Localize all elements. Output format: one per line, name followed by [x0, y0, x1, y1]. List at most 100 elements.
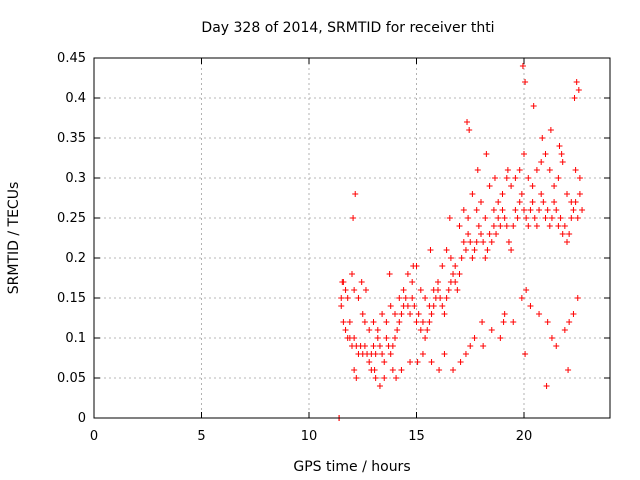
data-point — [350, 215, 357, 221]
data-point — [490, 207, 497, 213]
data-point — [570, 207, 577, 213]
data-point — [370, 343, 377, 349]
data-point — [559, 159, 566, 165]
data-point — [543, 383, 550, 389]
data-point — [392, 311, 398, 317]
data-point — [389, 367, 396, 373]
data-point — [400, 287, 407, 293]
data-point — [504, 167, 511, 173]
data-point — [396, 295, 403, 301]
data-point — [342, 287, 349, 293]
data-point — [359, 311, 366, 317]
data-point — [527, 207, 534, 213]
data-point — [465, 215, 472, 221]
data-point — [475, 223, 482, 229]
y-tick-label: 0.4 — [65, 91, 86, 106]
data-point — [417, 327, 424, 333]
data-point — [566, 319, 573, 325]
y-tick-label: 0.15 — [57, 291, 86, 306]
y-tick-label: 0.2 — [65, 251, 86, 266]
data-point — [480, 239, 487, 245]
data-point — [488, 327, 495, 333]
data-point — [386, 271, 393, 277]
data-point — [410, 263, 417, 269]
data-point — [419, 319, 426, 325]
data-point — [523, 287, 530, 293]
data-points — [336, 63, 586, 421]
data-point — [450, 271, 457, 277]
data-point — [473, 239, 480, 245]
y-tick-label: 0 — [78, 411, 86, 426]
data-point — [480, 343, 487, 349]
data-point — [571, 95, 578, 101]
data-point — [456, 223, 463, 229]
data-point — [478, 199, 484, 205]
data-point — [547, 127, 554, 133]
data-point — [411, 303, 418, 309]
y-tick-label: 0.35 — [57, 131, 86, 146]
data-point — [430, 287, 437, 293]
data-point — [471, 247, 478, 253]
axis-ticks — [93, 57, 610, 419]
data-point — [415, 311, 422, 317]
data-point — [484, 247, 491, 253]
data-point — [548, 335, 555, 341]
data-point — [338, 295, 345, 301]
data-point — [407, 311, 414, 317]
data-point — [376, 383, 383, 389]
data-point — [407, 359, 414, 365]
y-tick-label: 0.1 — [65, 331, 86, 346]
data-point — [542, 215, 549, 221]
data-point — [491, 175, 498, 181]
data-point — [464, 119, 471, 125]
data-point — [414, 359, 421, 365]
data-point — [488, 239, 495, 245]
data-point — [422, 295, 429, 301]
data-point — [383, 319, 390, 325]
data-point — [374, 327, 381, 333]
data-point — [495, 215, 502, 221]
data-point — [508, 247, 515, 253]
data-point — [529, 199, 536, 205]
data-point — [540, 199, 547, 205]
data-point — [527, 303, 534, 309]
data-point — [398, 367, 405, 373]
data-point — [452, 279, 459, 285]
x-tick-label: 20 — [516, 429, 533, 444]
x-axis-title: GPS time / hours — [293, 459, 410, 475]
data-point — [441, 351, 448, 357]
data-point — [474, 167, 481, 173]
data-point — [521, 207, 527, 213]
data-point — [340, 319, 347, 325]
data-point — [439, 303, 446, 309]
data-point — [575, 87, 582, 93]
chart-title: Day 328 of 2014, SRMTID for receiver tht… — [201, 20, 494, 36]
data-point — [553, 343, 560, 349]
data-point — [499, 191, 506, 197]
data-point — [533, 167, 540, 173]
data-point — [393, 375, 400, 381]
data-point — [499, 207, 506, 213]
data-point — [342, 327, 349, 333]
data-point — [450, 367, 457, 373]
data-point — [409, 279, 416, 285]
data-point — [465, 231, 472, 237]
data-point — [508, 183, 515, 189]
data-point — [559, 231, 566, 237]
data-point — [546, 223, 553, 229]
data-point — [469, 255, 476, 261]
data-point — [510, 319, 517, 325]
data-point — [516, 199, 523, 205]
data-point — [441, 311, 448, 317]
data-point — [501, 215, 508, 221]
data-point — [346, 319, 353, 325]
data-point — [398, 311, 405, 317]
data-point — [546, 167, 553, 173]
data-point — [525, 175, 532, 181]
data-point — [518, 295, 525, 301]
data-point — [503, 175, 510, 181]
data-point — [522, 351, 529, 357]
data-point — [564, 239, 570, 245]
data-point — [404, 303, 411, 309]
